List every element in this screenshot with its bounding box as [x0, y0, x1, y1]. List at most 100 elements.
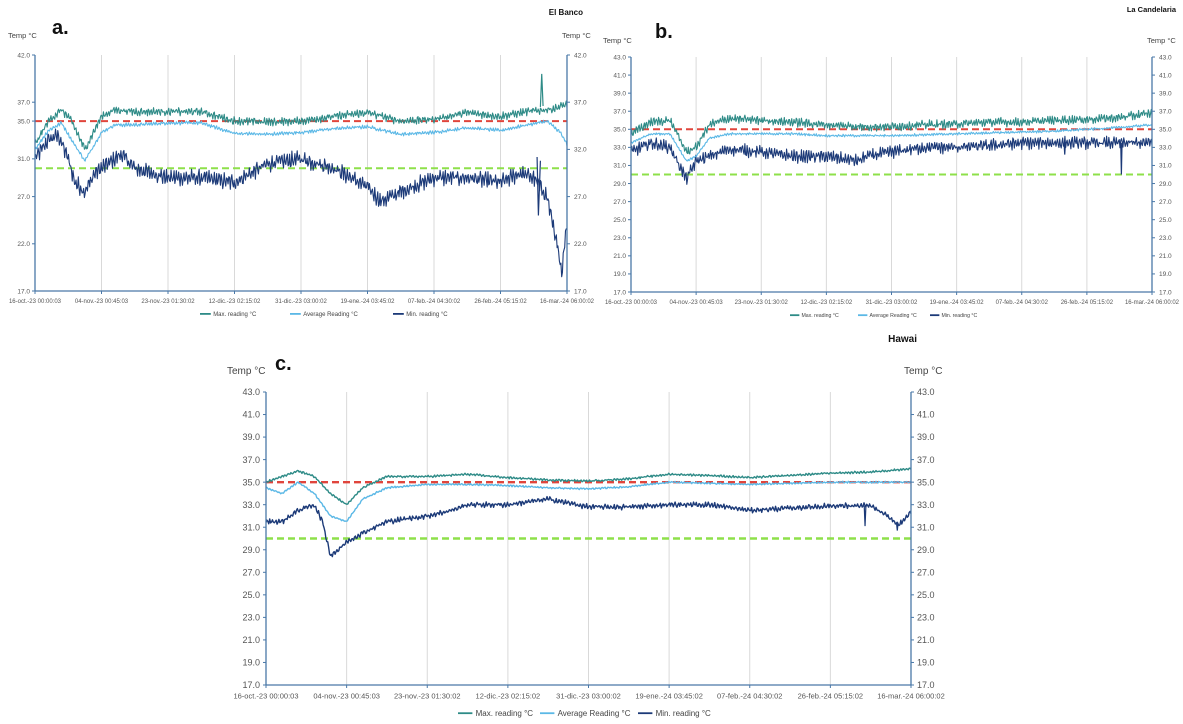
series-line-max — [265, 467, 912, 505]
x-tick-label: 23-nov.-23 01:30:02 — [735, 300, 789, 306]
series-line-min — [630, 135, 1153, 185]
y-tick-label-left: 31.0 — [17, 156, 30, 163]
legend-label-min: Min. reading °C — [941, 313, 977, 319]
x-tick-label: 07-feb.-24 04:30:02 — [408, 299, 461, 305]
y-tick-label-right: 25.0 — [1159, 217, 1172, 224]
y-tick-label-right: 27.0 — [1159, 199, 1172, 206]
y-tick-label-right: 32.0 — [574, 147, 587, 154]
y-tick-label-right: 21.0 — [1159, 253, 1172, 260]
y-tick-label-left: 41.0 — [242, 410, 260, 420]
y-tick-label-right: 43.0 — [917, 387, 935, 397]
x-tick-label: 07-feb.-24 04:30:02 — [996, 300, 1049, 306]
y-tick-label-left: 17.0 — [242, 680, 260, 690]
y-tick-label-left: 27.0 — [242, 567, 260, 577]
legend-label-avg: Average Reading °C — [558, 709, 631, 718]
x-tick-label: 19-ene.-24 03:45:02 — [635, 692, 703, 701]
series-spike-min — [895, 522, 899, 531]
y-tick-label-right: 41.0 — [1159, 72, 1172, 79]
y-tick-label-left: 35.0 — [613, 127, 626, 134]
series-line-avg — [34, 119, 568, 162]
y-tick-label-left: 25.0 — [613, 217, 626, 224]
y-tick-label-right: 23.0 — [917, 613, 935, 623]
series-spike-min — [863, 505, 867, 527]
y-tick-label-right: 19.0 — [917, 658, 935, 668]
y-tick-label-right: 17.0 — [1159, 289, 1172, 296]
y-tick-label-right: 29.0 — [917, 545, 935, 555]
panel-letter: c. — [275, 353, 292, 375]
chart-panel-c: c. Hawai Temp °C Temp °C 43.0 41.0 39.0 37.0 35.… — [227, 334, 945, 718]
y-tick-label-left: 39.0 — [242, 432, 260, 442]
y-tick-label-left: 22.0 — [17, 241, 30, 248]
y-tick-label-right: 37.0 — [574, 99, 587, 106]
y-tick-label-right: 21.0 — [917, 635, 935, 645]
y-axis-label-right: Temp °C — [562, 31, 591, 40]
y-tick-label-right: 31.0 — [917, 522, 935, 532]
x-tick-label: 23-nov.-23 01:30:02 — [394, 692, 461, 701]
y-tick-label-right: 42.0 — [574, 52, 587, 59]
y-tick-label-right: 37.0 — [1159, 109, 1172, 116]
legend-label-avg: Average Reading °C — [869, 313, 917, 319]
x-tick-label: 26-feb.-24 05:15:02 — [1061, 300, 1114, 306]
y-tick-label-left: 41.0 — [613, 72, 626, 79]
x-tick-label: 16-oct.-23 00:00:03 — [9, 299, 62, 305]
x-tick-label: 16-oct.-23 00:00:03 — [605, 300, 658, 306]
y-tick-label-left: 21.0 — [613, 253, 626, 260]
y-tick-label-left: 39.0 — [613, 90, 626, 97]
chart-panel-a: a. El Banco Temp °C Temp °C 42.0 37.0 35.0 31.0… — [8, 8, 595, 318]
y-axis-label-right: Temp °C — [904, 366, 942, 377]
panel-letter: b. — [655, 21, 673, 43]
y-tick-label-left: 27.0 — [613, 199, 626, 206]
x-tick-label: 16-mar.-24 06:00:02 — [540, 299, 595, 305]
x-tick-label: 31-dic.-23 03:00:02 — [556, 692, 621, 701]
x-tick-label: 12-dic.-23 02:15:02 — [801, 300, 853, 306]
series-line-avg — [630, 123, 1153, 162]
y-tick-label-left: 42.0 — [17, 52, 30, 59]
series-spike-min — [536, 156, 541, 216]
y-tick-label-left: 17.0 — [17, 288, 30, 295]
legend-label-max: Max. reading °C — [476, 709, 534, 718]
y-tick-label-left: 37.0 — [242, 455, 260, 465]
y-tick-label-left: 21.0 — [242, 635, 260, 645]
y-tick-label-right: 23.0 — [1159, 235, 1172, 242]
y-tick-label-right: 19.0 — [1159, 271, 1172, 278]
y-tick-label-left: 35.0 — [17, 118, 30, 125]
x-tick-label: 31-dic.-23 03:00:02 — [275, 299, 327, 305]
legend-label-avg: Average Reading °C — [303, 312, 358, 318]
y-tick-label-right: 35.0 — [1159, 127, 1172, 134]
y-tick-label-left: 31.0 — [613, 163, 626, 170]
y-axis-label-left: Temp °C — [227, 366, 265, 377]
x-tick-label: 19-ene.-24 03:45:02 — [340, 299, 395, 305]
panel-letter: a. — [52, 17, 69, 39]
y-tick-label-right: 39.0 — [1159, 90, 1172, 97]
y-tick-label-right: 41.0 — [917, 410, 935, 420]
y-tick-label-right: 43.0 — [1159, 54, 1172, 61]
x-tick-label: 04-nov.-23 00:45:03 — [75, 299, 129, 305]
x-tick-label: 19-ene.-24 03:45:02 — [930, 300, 985, 306]
chart-title: El Banco — [549, 8, 583, 17]
y-tick-label-left: 43.0 — [613, 54, 626, 61]
y-tick-label-left: 29.0 — [613, 181, 626, 188]
y-tick-label-right: 17.0 — [917, 680, 935, 690]
x-tick-label: 16-oct.-23 00:00:03 — [233, 692, 298, 701]
y-tick-label-left: 17.0 — [613, 289, 626, 296]
y-tick-label-left: 37.0 — [613, 109, 626, 116]
series-line-avg — [265, 480, 912, 522]
y-tick-label-left: 19.0 — [242, 658, 260, 668]
series-line-max — [630, 108, 1153, 155]
x-tick-label: 12-dic.-23 02:15:02 — [476, 692, 541, 701]
y-tick-label-right: 33.0 — [917, 500, 935, 510]
x-tick-label: 04-nov.-23 00:45:03 — [669, 300, 723, 306]
y-tick-label-left: 23.0 — [613, 235, 626, 242]
y-axis-label-left: Temp °C — [603, 36, 632, 45]
y-tick-label-left: 33.0 — [613, 145, 626, 152]
y-tick-label-right: 31.0 — [1159, 163, 1172, 170]
y-tick-label-right: 29.0 — [1159, 181, 1172, 188]
y-tick-label-left: 29.0 — [242, 545, 260, 555]
y-tick-label-right: 17.0 — [574, 288, 587, 295]
x-tick-label: 26-feb.-24 05:15:02 — [798, 692, 863, 701]
y-tick-label-left: 35.0 — [242, 477, 260, 487]
y-axis-label-right: Temp °C — [1147, 36, 1176, 45]
y-tick-label-left: 43.0 — [242, 387, 260, 397]
series-spike-max — [539, 73, 544, 107]
